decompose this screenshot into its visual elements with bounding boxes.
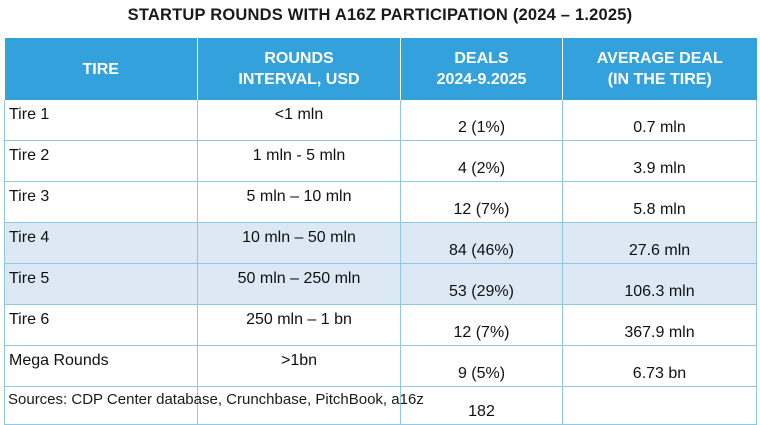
average-cell: 3.9 mln <box>562 140 757 182</box>
average-cell: 0.7 mln <box>562 100 757 141</box>
table-row: Mega Rounds >1bn 9 (5%) 6.73 bn <box>4 345 757 387</box>
interval-cell: 50 mln – 250 mln <box>197 263 401 305</box>
table-row-highlighted: Tire 5 50 mln – 250 mln 53 (29%) 106.3 m… <box>4 263 757 305</box>
table-row: Tire 2 1 mln - 5 mln 4 (2%) 3.9 mln <box>4 140 757 182</box>
deals-cell: 12 (7%) <box>400 304 563 346</box>
average-cell: 6.73 bn <box>562 345 757 387</box>
header-row: TIRE ROUNDS INTERVAL, USD DEALS 2024-9.202… <box>4 38 757 100</box>
deals-cell: 2 (1%) <box>400 100 563 141</box>
tire-cell: Tire 4 <box>4 222 198 264</box>
header-average-deal: AVERAGE DEAL (IN THE TIRE) <box>562 38 757 100</box>
rounds-table: TIRE ROUNDS INTERVAL, USD DEALS 2024-9.202… <box>4 38 757 425</box>
table-title: STARTUP ROUNDS WITH A16Z PARTICIPATION (… <box>127 6 633 24</box>
table-row: Tire 3 5 mln – 10 mln 12 (7%) 5.8 mln <box>4 181 757 223</box>
interval-cell: 1 mln - 5 mln <box>197 140 401 182</box>
tire-cell: Tire 2 <box>4 140 198 182</box>
deals-cell: 84 (46%) <box>400 222 563 264</box>
tire-cell: Tire 6 <box>4 304 198 346</box>
tire-cell: Tire 1 <box>4 100 198 141</box>
deals-cell: 4 (2%) <box>400 140 563 182</box>
table-row: Tire 1 <1 mln 2 (1%) 0.7 mln <box>4 100 757 141</box>
interval-cell: 250 mln – 1 bn <box>197 304 401 346</box>
deals-cell: 53 (29%) <box>400 263 563 305</box>
average-cell: 27.6 mln <box>562 222 757 264</box>
average-cell: 5.8 mln <box>562 181 757 223</box>
header-rounds-interval: ROUNDS INTERVAL, USD <box>197 38 401 100</box>
header-deals: DEALS 2024-9.2025 <box>400 38 563 100</box>
average-cell: 367.9 mln <box>562 304 757 346</box>
table-row-highlighted: Tire 4 10 mln – 50 mln 84 (46%) 27.6 mln <box>4 222 757 264</box>
interval-cell: 10 mln – 50 mln <box>197 222 401 264</box>
deals-cell: 12 (7%) <box>400 181 563 223</box>
source-note: Sources: CDP Center database, Crunchbase… <box>8 391 424 408</box>
header-tire: TIRE <box>4 38 198 100</box>
average-cell: 106.3 mln <box>562 263 757 305</box>
deals-cell: 9 (5%) <box>400 345 563 387</box>
interval-cell: 5 mln – 10 mln <box>197 181 401 223</box>
table-row: Tire 6 250 mln – 1 bn 12 (7%) 367.9 mln <box>4 304 757 346</box>
tire-cell: Tire 3 <box>4 181 198 223</box>
interval-cell: <1 mln <box>197 100 401 141</box>
tire-cell: Tire 5 <box>4 263 198 305</box>
interval-cell: >1bn <box>197 345 401 387</box>
tire-cell: Mega Rounds <box>4 345 198 387</box>
